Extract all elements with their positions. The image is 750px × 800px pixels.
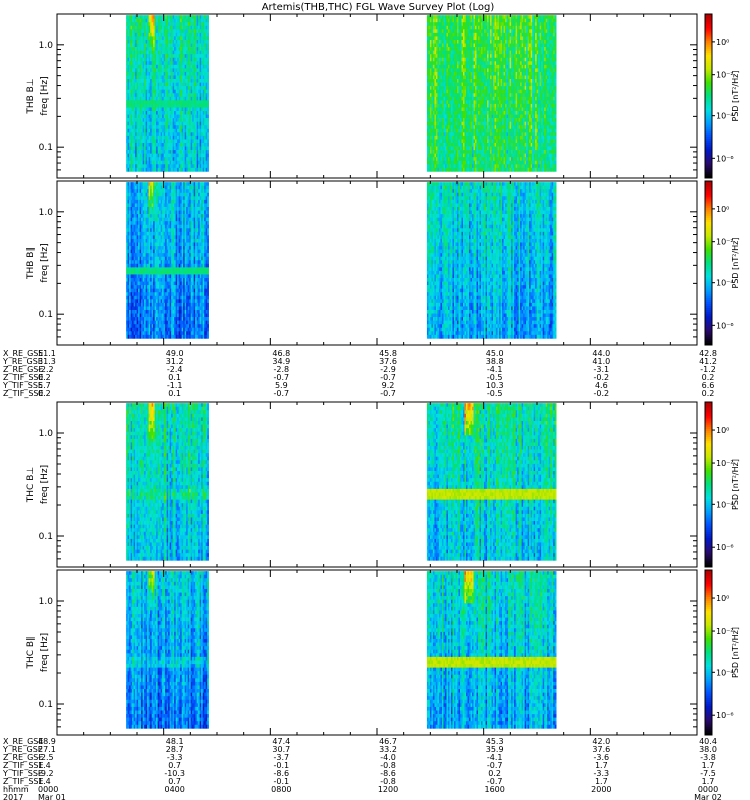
ephemeris-value: -0.5 (487, 389, 503, 398)
spectrogram-heatmap (126, 403, 556, 561)
colorbar-tick-label: 10⁰ (716, 426, 729, 435)
panel-probe-label: THC B∥ (26, 636, 36, 669)
colorbar-tick-label: 10⁻⁶ (716, 543, 734, 552)
ephemeris-label: 2017 (3, 793, 23, 800)
ephemeris-value: Mar 01 (38, 793, 66, 800)
panel-probe-label: THC B⊥ (26, 467, 36, 504)
spectrogram-heatmap (126, 182, 556, 339)
y-tick-label: 1.0 (39, 41, 54, 51)
y-tick-label: 1.0 (39, 429, 54, 439)
y-tick-label: 0.1 (39, 700, 53, 710)
y-axis-label: freq [Hz] (40, 633, 50, 672)
ephemeris-value: 1200 (378, 785, 398, 794)
y-tick-label: 1.0 (39, 208, 54, 218)
colorbar-tick-label: 10⁻⁶ (716, 321, 734, 330)
ephemeris-row: Z_RE_GSE-2.5 -3.3 -3.7 -4.0 -4.1 -3.6 -3.8 (3, 753, 716, 762)
ephemeris-row: Y_TIF_SSE-9.2 -10.3 -8.6 -8.6 0.2 -3.3 -7.5 (2, 769, 716, 778)
ephemeris-value: -0.2 (594, 389, 610, 398)
ephemeris-value: 0400 (164, 785, 184, 794)
figure-title: Artemis(THB,THC) FGL Wave Survey Plot (L… (262, 2, 495, 13)
colorbar-label: PSD [nT²/Hz] (731, 238, 740, 289)
y-tick-label: 0.1 (39, 143, 53, 153)
ephemeris-row: 2017 Mar 01 Mar 02 (3, 793, 722, 800)
colorbar-label: PSD [nT²/Hz] (731, 71, 740, 122)
y-axis-label: freq [Hz] (40, 465, 50, 504)
spectrogram-heatmap (126, 571, 556, 729)
panel-probe-label: THB B⊥ (26, 78, 36, 114)
spectrogram-heatmap (126, 15, 556, 172)
y-tick-label: 1.0 (39, 597, 54, 607)
ephemeris-value: 1600 (484, 785, 504, 794)
colorbar-label: PSD [nT²/Hz] (731, 459, 740, 510)
colorbar-tick-label: 10⁰ (716, 205, 729, 214)
panel-probe-label: THB B∥ (26, 247, 36, 280)
ephemeris-value: -0.7 (274, 389, 290, 398)
colorbar-tick-label: 10⁰ (716, 38, 729, 47)
ephemeris-value: Mar 02 (694, 793, 722, 800)
wave-survey-figure: Artemis(THB,THC) FGL Wave Survey Plot (L… (0, 0, 750, 800)
y-tick-label: 0.1 (39, 532, 53, 542)
ephemeris-value: 0.1 (168, 389, 181, 398)
y-axis-label: freq [Hz] (40, 243, 50, 282)
ephemeris-value: 0.2 (38, 389, 51, 398)
colorbar-tick-label: 10⁻⁶ (716, 711, 734, 720)
colorbar-tick-label: 10⁰ (716, 594, 729, 603)
ephemeris-row: hhmm 0000 0400 0800 1200 1600 2000 0000 (3, 785, 718, 794)
ephemeris-value: 0800 (271, 785, 291, 794)
y-axis-label: freq [Hz] (40, 76, 50, 115)
ephemeris-value: 0.2 (702, 389, 715, 398)
colorbar-tick-label: 10⁻⁶ (716, 154, 734, 163)
y-tick-label: 0.1 (39, 310, 53, 320)
ephemeris-value: -0.7 (380, 389, 396, 398)
colorbar-label: PSD [nT²/Hz] (731, 627, 740, 678)
ephemeris-value: 2000 (591, 785, 611, 794)
